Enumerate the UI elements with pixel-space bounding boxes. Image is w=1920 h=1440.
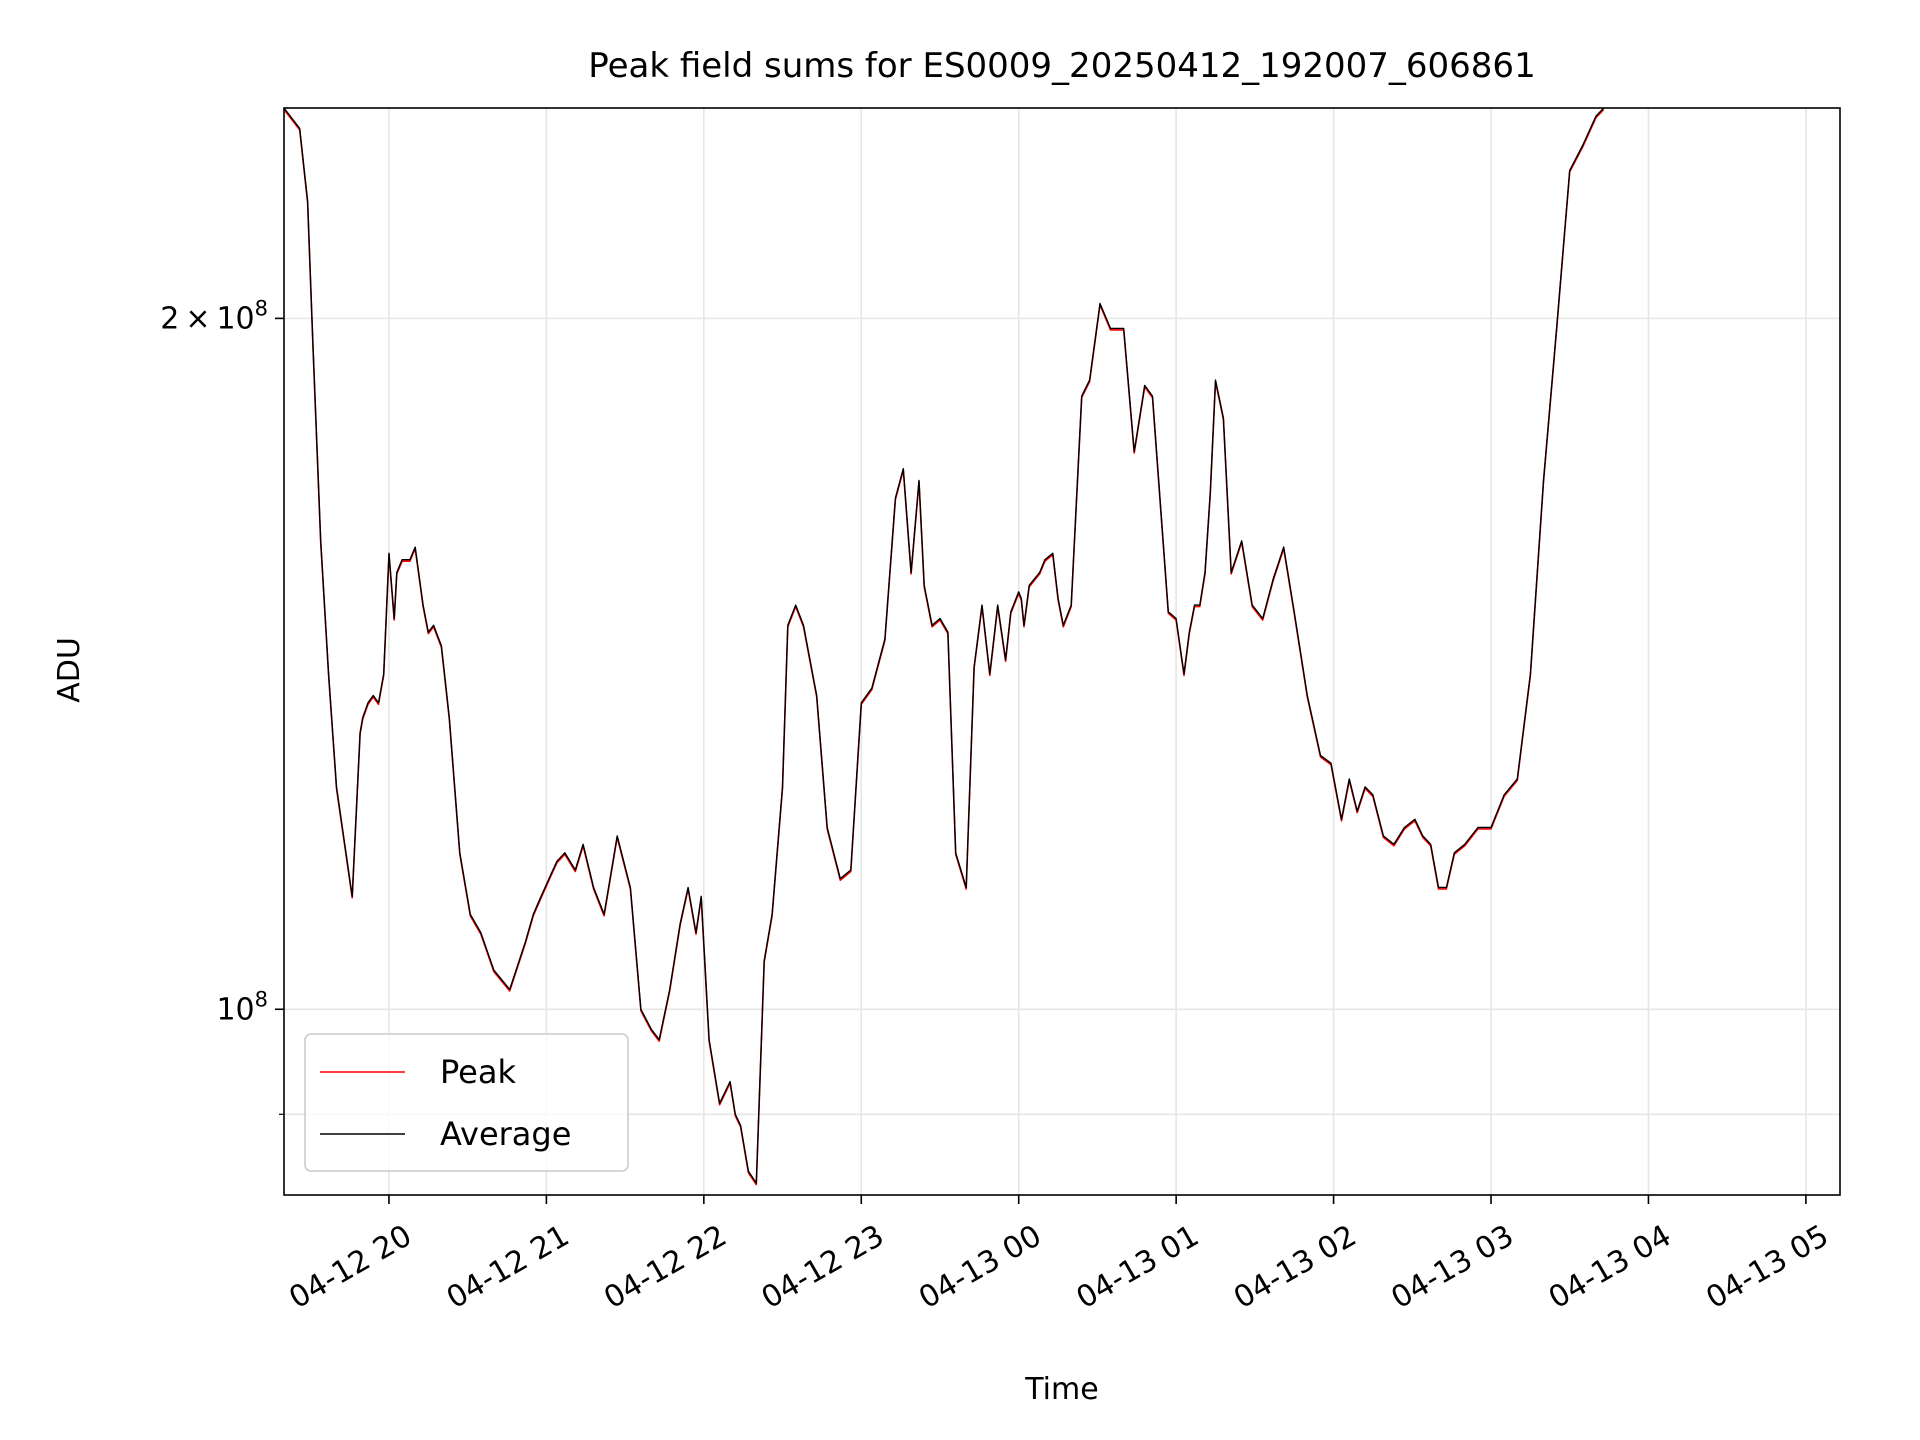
legend-label-peak: Peak (440, 1053, 516, 1091)
series-layer (283, 107, 1605, 1186)
y-tick-label: 2 × 108 (160, 296, 268, 336)
series-line-average (283, 107, 1605, 1184)
legend: Peak Average (304, 1033, 629, 1172)
legend-label-average: Average (440, 1115, 571, 1153)
y-tick-label: 108 (216, 987, 268, 1027)
y-axis-label: ADU (52, 637, 87, 703)
x-axis-label: Time (1024, 1372, 1098, 1407)
plot-frame (283, 107, 1841, 1196)
chart-title: Peak field sums for ES0009_20250412_1920… (588, 46, 1535, 86)
y-axis-ticks: 108 2 × 108 (160, 296, 284, 1115)
legend-box (304, 1033, 629, 1172)
grid-layer (284, 108, 1840, 1195)
